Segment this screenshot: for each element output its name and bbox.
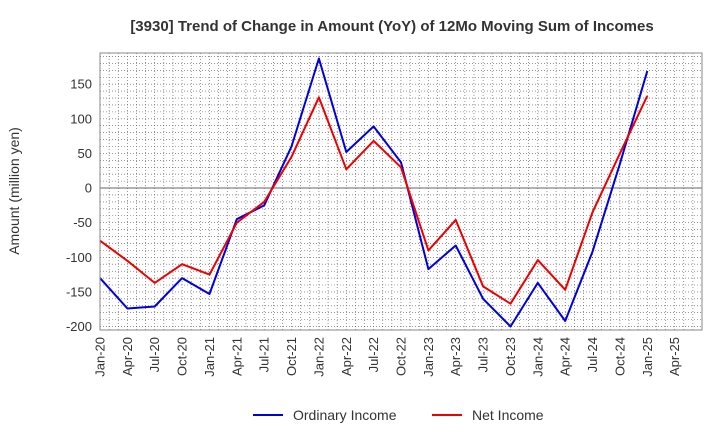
x-tick-label: Oct-23	[503, 337, 518, 376]
x-tick-label: Apr-22	[339, 337, 354, 376]
x-tick-label: Jan-25	[640, 337, 655, 377]
x-tick-labels: Jan-20 Apr-20 Jul-20 Oct-20 Jan-21 Apr-21 Jul-…	[93, 337, 683, 377]
legend-label: Net Income	[472, 407, 544, 423]
x-tick-label: Jul-21	[257, 337, 272, 372]
legend: Ordinary Income Net Income	[253, 407, 544, 423]
x-tick-label: Jul-22	[366, 337, 381, 372]
x-tick-label: Oct-21	[284, 337, 299, 376]
chart-title: [3930] Trend of Change in Amount (YoY) o…	[130, 18, 653, 35]
x-tick-label: Jan-22	[311, 337, 326, 377]
y-tick-label: 0	[85, 181, 92, 196]
x-tick-label: Apr-24	[558, 337, 573, 376]
x-tick-label: Apr-20	[120, 337, 135, 376]
x-tick-label: Jul-24	[585, 337, 600, 372]
x-tick-label: Jan-23	[421, 337, 436, 377]
y-tick-label: 100	[70, 111, 92, 126]
x-tick-label: Oct-22	[394, 337, 409, 376]
x-tick-label: Apr-21	[229, 337, 244, 376]
y-axis-label: Amount (million yen)	[6, 127, 22, 255]
y-tick-label: 150	[70, 77, 92, 92]
x-tick-label: Jan-20	[93, 337, 108, 377]
y-tick-labels: 150 100 50 0 -50 -100 -150 -200	[66, 77, 92, 334]
y-tick-label: -200	[66, 319, 92, 334]
y-tick-label: 50	[78, 146, 92, 161]
y-tick-label: -50	[73, 215, 92, 230]
x-tick-label: Apr-25	[667, 337, 682, 376]
series-lines	[99, 57, 649, 328]
x-tick-label: Jul-23	[476, 337, 491, 372]
x-tick-label: Jan-24	[530, 337, 545, 377]
series-line-1	[99, 95, 649, 305]
x-tick-label: Jul-20	[147, 337, 162, 372]
y-tick-label: -150	[66, 284, 92, 299]
x-tick-label: Jan-21	[202, 337, 217, 377]
x-tick-label: Oct-20	[175, 337, 190, 376]
x-tick-label: Oct-24	[612, 337, 627, 376]
legend-label: Ordinary Income	[293, 407, 397, 423]
series-line-0	[99, 57, 649, 328]
gridlines	[100, 53, 702, 330]
x-tick-label: Apr-23	[448, 337, 463, 376]
y-tick-label: -100	[66, 250, 92, 265]
plot-frame	[99, 52, 703, 331]
